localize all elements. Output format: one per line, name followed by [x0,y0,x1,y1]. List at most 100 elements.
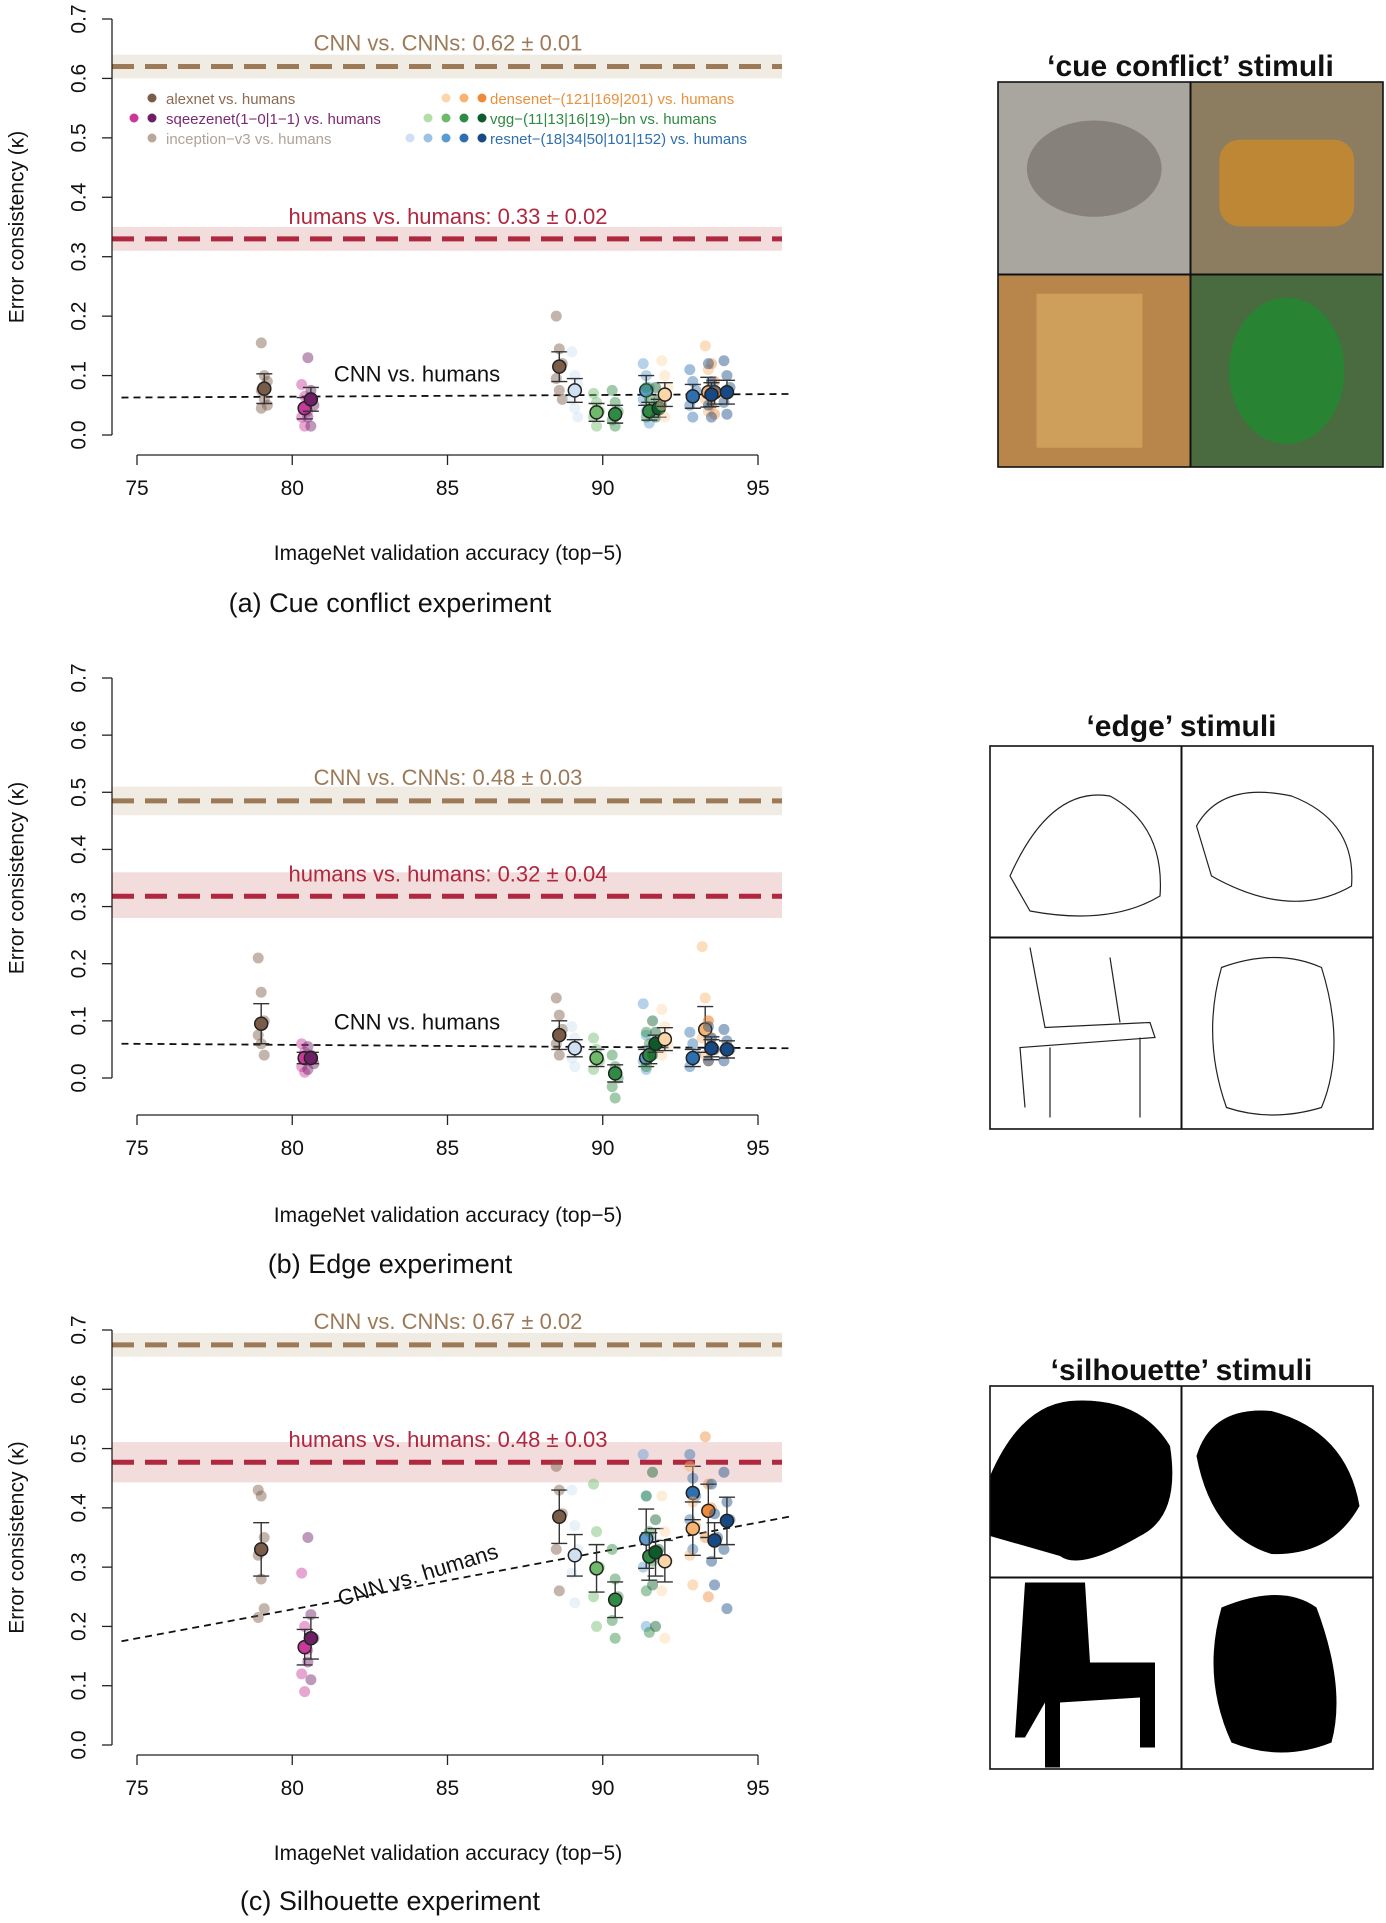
sample-point [606,384,618,396]
model-point [589,405,604,420]
legend-marker [441,133,451,143]
sample-point [302,1656,314,1668]
model-point [685,1485,701,1501]
sample-point [640,1585,652,1597]
sample-point [718,1055,730,1067]
sample-point [684,1460,696,1472]
sample-point [302,352,314,364]
sample-point [687,1579,699,1591]
sample-point [588,1478,600,1490]
sample-point [258,1532,270,1543]
x-tick-label: 95 [746,477,769,500]
sample-point [640,1620,652,1632]
x-tick-label: 80 [281,477,304,500]
sample-point [566,346,578,358]
sample-point [650,1514,662,1526]
sample-point [687,1038,699,1050]
sample-point [566,1567,578,1579]
sample-point [718,1543,730,1555]
stimuli-grid [997,81,1384,468]
legend-marker [477,113,487,123]
sample-point [302,411,314,423]
sample-point [550,373,562,385]
sample-point [255,986,267,998]
sample-point [252,952,264,964]
sample-point [706,358,718,370]
sample-point [702,405,714,417]
sample-point [302,1532,314,1543]
sample-point [705,411,717,423]
stimulus-silhouette [1213,1595,1337,1753]
sample-point [647,1579,659,1591]
sample-point [656,1585,668,1597]
sample-point [296,378,308,390]
legend-marker [459,93,469,103]
sample-point [606,1081,618,1093]
y-tick-label: 0.7 [68,1315,91,1344]
sample-point [640,1061,652,1073]
sample-point [705,1032,717,1044]
sample-point [640,1490,652,1502]
model-point [697,1022,713,1037]
stimulus-shape [1036,293,1143,448]
sample-point [637,1449,649,1460]
sample-point [591,396,603,408]
stimuli-grid [989,1385,1374,1770]
sample-point [305,1674,317,1686]
model-point [567,1041,583,1056]
legend-marker [147,113,157,123]
legend-marker [441,93,451,103]
sample-point [566,1021,578,1033]
stimulus-outline [1019,947,1156,1118]
sample-point [702,1021,714,1033]
y-tick-label: 0.7 [68,4,91,33]
regression-line [121,1042,790,1050]
sample-point [656,1490,668,1502]
sample-point [588,1032,600,1044]
sample-point [647,1466,659,1478]
stimulus-shape [1026,120,1162,217]
sample-point [258,1049,270,1061]
reference-label: humans vs. humans: 0.48 ± 0.03 [288,1427,607,1452]
reference-label: CNN vs. CNNs: 0.62 ± 0.01 [314,31,583,56]
sample-point [699,1431,711,1443]
sample-point [643,1626,655,1638]
legend-marker [441,113,451,123]
legend-marker [423,133,433,143]
legend-label: densenet−(121|169|201) vs. humans [490,91,734,108]
sample-point [255,1490,267,1502]
model-point [607,406,623,422]
model-point [704,1041,719,1056]
model-point [719,1042,735,1057]
sample-point [706,1555,718,1567]
sample-point [702,1015,714,1027]
sample-point [566,1484,578,1496]
sample-point [255,402,267,414]
chart-panel-b: CNN vs. CNNs: 0.48 ± 0.03 humans vs. huma… [6,663,1374,1279]
sample-point [588,1591,600,1603]
stimulus-silhouette [1196,1410,1360,1555]
sample-point [656,1049,668,1061]
sample-point [591,420,603,432]
sample-point [609,1632,621,1644]
model-point [685,389,701,404]
model-point [701,1503,716,1519]
model-point [648,1545,663,1560]
sample-point [659,370,671,382]
sample-point [550,1460,562,1472]
x-tick-label: 85 [436,477,459,500]
sample-point [702,364,714,376]
stimulus-image [1181,937,1373,1129]
sample-point [255,337,267,349]
sample-point [637,998,649,1010]
x-tick-label: 90 [591,1137,614,1160]
sample-point [699,340,711,352]
sample-point [709,1579,721,1591]
stimulus-outline [1212,956,1335,1116]
sample-point [659,411,671,423]
y-axis-label: Error consistency (κ) [6,1441,29,1634]
reference-label: CNN vs. CNNs: 0.67 ± 0.02 [314,1309,583,1334]
sample-point [709,1508,721,1520]
y-tick-label: 0.2 [68,1612,91,1641]
